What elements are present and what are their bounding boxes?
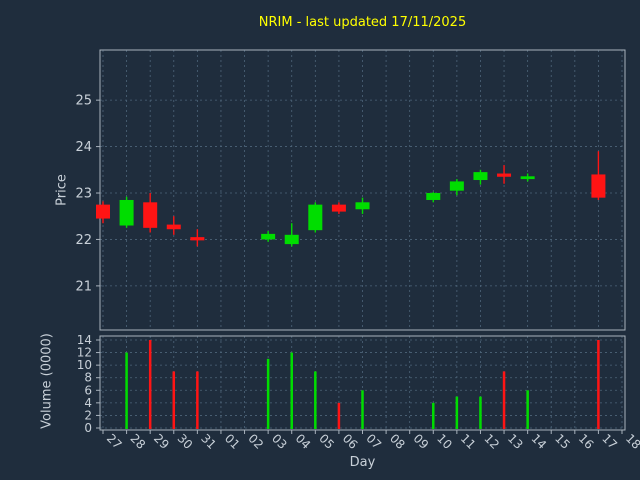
- x-tick-label: 13: [505, 431, 526, 452]
- volume-bar: [432, 402, 435, 429]
- x-tick-label: 09: [411, 431, 432, 452]
- candle: [355, 197, 370, 214]
- volume-bar: [314, 371, 317, 429]
- volume-bar: [597, 340, 600, 429]
- x-tick-label: 04: [293, 431, 314, 452]
- volume-bar: [196, 371, 199, 429]
- volume-bar: [502, 371, 506, 429]
- candle: [473, 169, 488, 185]
- volume-bar: [125, 352, 128, 429]
- price-tick-label: 24: [75, 140, 92, 155]
- volume-bar: [479, 396, 482, 429]
- volume-bar: [361, 390, 364, 429]
- candle: [449, 179, 464, 196]
- volume-bar: [148, 340, 152, 429]
- volume-tick-label: 12: [77, 346, 92, 360]
- x-tick-label: 29: [151, 431, 172, 452]
- candle: [497, 165, 512, 184]
- candle: [284, 223, 299, 247]
- candle: [331, 202, 346, 214]
- price-tick-label: 21: [75, 279, 92, 294]
- candle: [190, 229, 205, 247]
- price-tick-label: 22: [75, 233, 92, 248]
- x-tick-label: 15: [552, 431, 573, 452]
- volume-bar: [290, 352, 293, 429]
- price-panel-border: [99, 49, 626, 331]
- volume-bar: [455, 396, 459, 429]
- x-tick-label: 14: [529, 431, 550, 452]
- x-tick-label: 08: [387, 431, 408, 452]
- x-tick-label: 16: [576, 431, 597, 452]
- x-tick-label: 18: [623, 431, 640, 452]
- volume-tick-label: 6: [84, 383, 92, 397]
- x-tick-label: 01: [222, 431, 243, 452]
- volume-bar: [172, 371, 176, 429]
- x-tick-label: 02: [245, 431, 266, 452]
- x-tick-label: 06: [340, 431, 361, 452]
- x-tick-label: 07: [363, 431, 384, 452]
- candle: [426, 192, 441, 203]
- x-tick-label: 17: [599, 431, 620, 452]
- volume-tick-label: 8: [84, 371, 92, 385]
- price-tick-label: 23: [75, 187, 92, 202]
- volume-panel-border: [99, 335, 626, 431]
- x-tick-label: 03: [269, 431, 290, 452]
- candle: [96, 201, 110, 224]
- candle: [308, 202, 323, 233]
- candle: [143, 193, 158, 233]
- x-tick-label: 28: [127, 431, 148, 452]
- volume-tick-label: 4: [84, 396, 92, 410]
- candle: [261, 231, 276, 242]
- volume-tick-label: 0: [84, 421, 92, 435]
- volume-tick-label: 10: [77, 358, 92, 372]
- candle: [591, 151, 606, 200]
- volume-bar: [266, 358, 270, 429]
- candle: [520, 173, 535, 182]
- volume-bar: [337, 402, 341, 429]
- volume-tick-label: 14: [77, 333, 92, 347]
- x-tick-label: 10: [434, 431, 455, 452]
- x-tick-label: 30: [175, 431, 196, 452]
- volume-bar: [526, 390, 529, 429]
- candle: [166, 216, 181, 235]
- volume-tick-label: 2: [84, 408, 92, 422]
- x-tick-label: 05: [316, 431, 337, 452]
- x-tick-label: 12: [481, 431, 502, 452]
- x-tick-label: 31: [198, 431, 219, 452]
- chart-title: NRIM - last updated 17/11/2025: [258, 15, 467, 30]
- x-tick-label: 27: [104, 431, 125, 452]
- day-axis-label: Day: [349, 455, 376, 470]
- candle: [119, 196, 134, 228]
- price-tick-label: 25: [75, 94, 92, 109]
- x-tick-label: 11: [458, 431, 479, 452]
